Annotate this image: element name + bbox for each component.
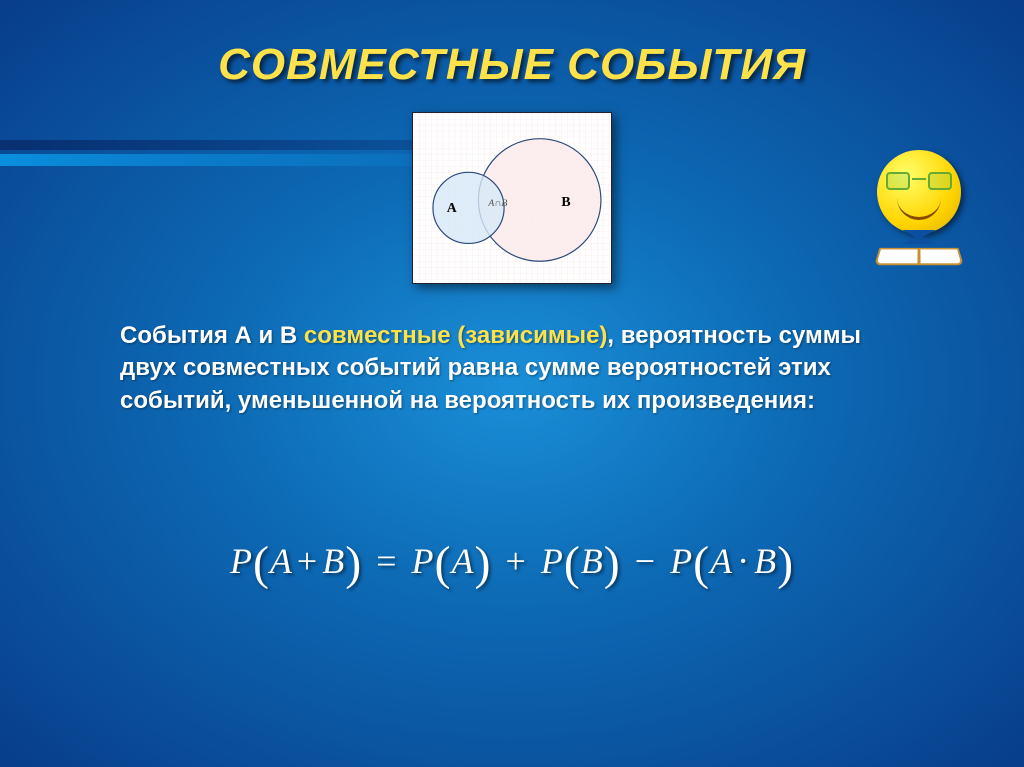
formula-b2: B <box>581 541 604 581</box>
venn-diagram: A A∩B B <box>412 112 612 284</box>
professor-emoji-icon <box>864 150 974 266</box>
formula-b1: B <box>322 541 345 581</box>
formula-eq: = <box>372 541 401 581</box>
definition-text: События А и В совместные (зависимые), ве… <box>120 320 884 417</box>
definition-highlight: совместные (зависимые) <box>304 322 608 349</box>
probability-formula: P(A+B) = P(A) + P(B) − P(A·B) <box>230 540 794 582</box>
formula-dot: · <box>733 541 754 581</box>
formula-minus: − <box>631 541 660 581</box>
formula-p2: P <box>412 541 435 581</box>
bowtie-icon <box>902 230 936 244</box>
formula-a1: A <box>270 541 293 581</box>
formula-p4: P <box>670 541 693 581</box>
formula-a2: A <box>452 541 475 581</box>
venn-label-intersection: A∩B <box>487 198 507 209</box>
formula-a3: A <box>710 541 733 581</box>
formula-p3: P <box>541 541 564 581</box>
formula-plus2: + <box>502 541 531 581</box>
venn-label-b: B <box>561 194 570 209</box>
formula-plus1: + <box>293 541 322 581</box>
glasses-icon <box>886 172 952 192</box>
book-icon <box>874 248 964 265</box>
formula-b3: B <box>754 541 777 581</box>
slide-title: СОВМЕСТНЫЕ СОБЫТИЯ <box>0 40 1024 90</box>
venn-label-a: A <box>447 200 457 215</box>
formula-p1: P <box>230 541 253 581</box>
definition-pre: События А и В <box>120 322 304 349</box>
